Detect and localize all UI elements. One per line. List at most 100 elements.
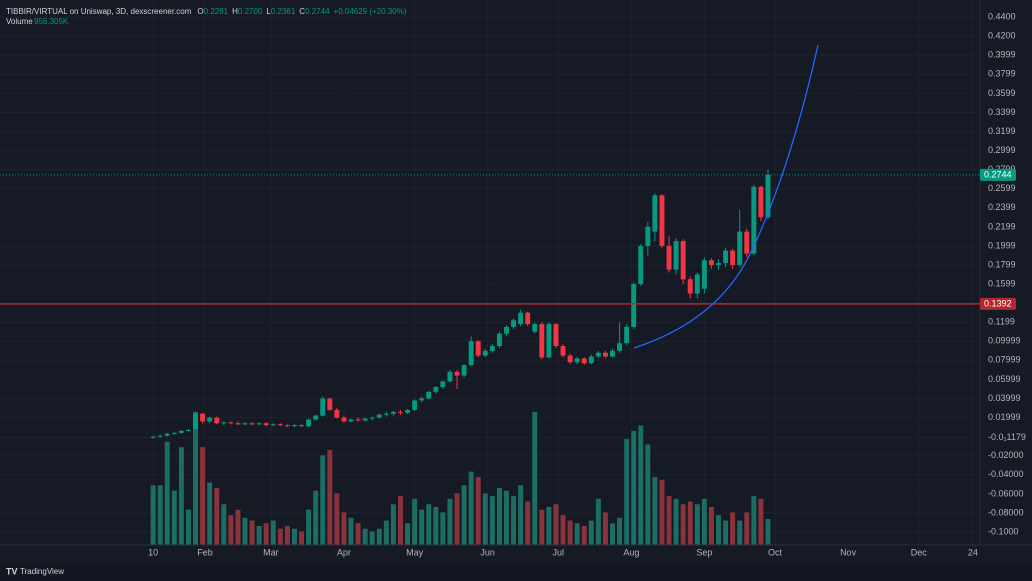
volume-bar bbox=[291, 528, 297, 545]
ohlc-key: O bbox=[197, 7, 203, 16]
volume-bar bbox=[680, 504, 686, 545]
candle-body bbox=[730, 250, 736, 265]
candle-body bbox=[284, 425, 290, 427]
volume-label: Volume bbox=[6, 17, 33, 26]
candle-body bbox=[433, 387, 439, 392]
candle-body bbox=[525, 312, 531, 325]
volume-bar bbox=[454, 493, 460, 545]
candle-body bbox=[659, 195, 665, 246]
volume-bar bbox=[362, 528, 368, 545]
candle-body bbox=[574, 358, 580, 363]
volume-bar bbox=[171, 490, 177, 545]
volume-bar bbox=[412, 498, 418, 545]
x-tick-label: Apr bbox=[337, 547, 351, 557]
candle-body bbox=[758, 186, 764, 218]
candle-body bbox=[496, 333, 502, 347]
ohlc-value: 0.2700 bbox=[238, 7, 263, 16]
volume-bar bbox=[546, 506, 552, 545]
volume-bar bbox=[242, 517, 248, 545]
volume-bar bbox=[624, 439, 630, 545]
volume-bar bbox=[440, 512, 446, 545]
candle-body bbox=[645, 226, 651, 246]
volume-bar bbox=[765, 519, 771, 545]
volume-bar bbox=[617, 517, 623, 545]
ohlc-change: +0.04629 (+20.30%) bbox=[334, 7, 407, 16]
candle-body bbox=[737, 231, 743, 265]
ohlc-key: L bbox=[266, 7, 271, 16]
x-tick-label: Jul bbox=[553, 547, 565, 557]
y-tick-label: -0.1000 bbox=[988, 526, 1019, 536]
drawn-curve bbox=[633, 44, 819, 349]
volume-bar bbox=[320, 455, 326, 545]
candle-body bbox=[716, 263, 721, 265]
candle-body bbox=[744, 231, 750, 254]
candle-body bbox=[652, 195, 658, 232]
x-tick-label: Sep bbox=[696, 547, 712, 557]
volume-bar bbox=[602, 512, 608, 545]
candle-body bbox=[228, 422, 234, 424]
volume-bar bbox=[334, 493, 340, 545]
volume-bar bbox=[532, 411, 538, 545]
y-tick-label: 0.4200 bbox=[988, 30, 1016, 40]
volume-bar bbox=[221, 504, 227, 545]
candle-body bbox=[610, 350, 615, 357]
brand[interactable]: TradingView bbox=[20, 567, 64, 576]
candle-body bbox=[327, 398, 333, 410]
candle-body bbox=[291, 425, 297, 427]
candle-body bbox=[511, 320, 517, 327]
tv-logo[interactable]: TV bbox=[6, 566, 18, 576]
x-tick-label: 24 bbox=[968, 547, 978, 557]
candle-body bbox=[581, 358, 587, 364]
volume-bar bbox=[744, 512, 750, 545]
volume-bar bbox=[708, 506, 714, 545]
volume-bar bbox=[730, 512, 736, 545]
volume-bar bbox=[150, 485, 156, 545]
candle-body bbox=[277, 424, 283, 426]
candles bbox=[0, 169, 980, 439]
volume-bar bbox=[419, 509, 425, 545]
y-tick-label: 0.3399 bbox=[988, 107, 1016, 117]
candle-body bbox=[376, 414, 382, 418]
volume-bar bbox=[666, 496, 672, 545]
candle-body bbox=[419, 398, 425, 401]
volume-bar bbox=[348, 517, 354, 545]
candle-body bbox=[475, 341, 481, 356]
volume-bar bbox=[553, 504, 559, 545]
symbol-title: TIBBIR/VIRTUAL on Uniswap, 3D, dexscreen… bbox=[6, 7, 192, 16]
y-tick-label: 0.4400 bbox=[988, 11, 1016, 21]
volume-bar bbox=[758, 498, 764, 545]
volume-bar bbox=[270, 520, 276, 545]
volume-bar bbox=[574, 523, 580, 545]
candle-body bbox=[440, 381, 446, 388]
volume-bar bbox=[214, 487, 220, 545]
candle-body bbox=[235, 423, 241, 425]
volume-pane bbox=[150, 411, 771, 545]
candle-body bbox=[341, 417, 347, 422]
candle-body bbox=[185, 429, 191, 431]
candle-body bbox=[355, 419, 361, 421]
y-tick-label: 0.2599 bbox=[988, 183, 1016, 193]
volume-bar bbox=[249, 520, 255, 545]
volume-bar bbox=[468, 471, 474, 545]
volume-bar bbox=[193, 411, 199, 545]
candle-body bbox=[256, 423, 262, 425]
volume-bar bbox=[383, 520, 389, 545]
volume-bar bbox=[723, 520, 729, 545]
ohlc-value: 0.2281 bbox=[204, 7, 229, 16]
volume-bar bbox=[567, 520, 573, 545]
volume-bar bbox=[263, 523, 269, 545]
ohlc-key: C bbox=[299, 7, 305, 16]
candle-body bbox=[588, 356, 594, 364]
y-tick-label: 0.05999 bbox=[988, 374, 1021, 384]
volume-bar bbox=[461, 485, 467, 545]
volume-bar bbox=[595, 498, 601, 545]
candle-body bbox=[694, 274, 700, 294]
candle-body bbox=[426, 391, 432, 399]
candle-body bbox=[595, 352, 601, 357]
volume-bar bbox=[701, 498, 707, 545]
volume-bar bbox=[369, 531, 375, 545]
price-label-box bbox=[980, 297, 1016, 310]
candle-body bbox=[454, 371, 460, 376]
ohlc-value: 0.2744 bbox=[305, 7, 330, 16]
y-tick-label: 0.03999 bbox=[988, 393, 1021, 403]
